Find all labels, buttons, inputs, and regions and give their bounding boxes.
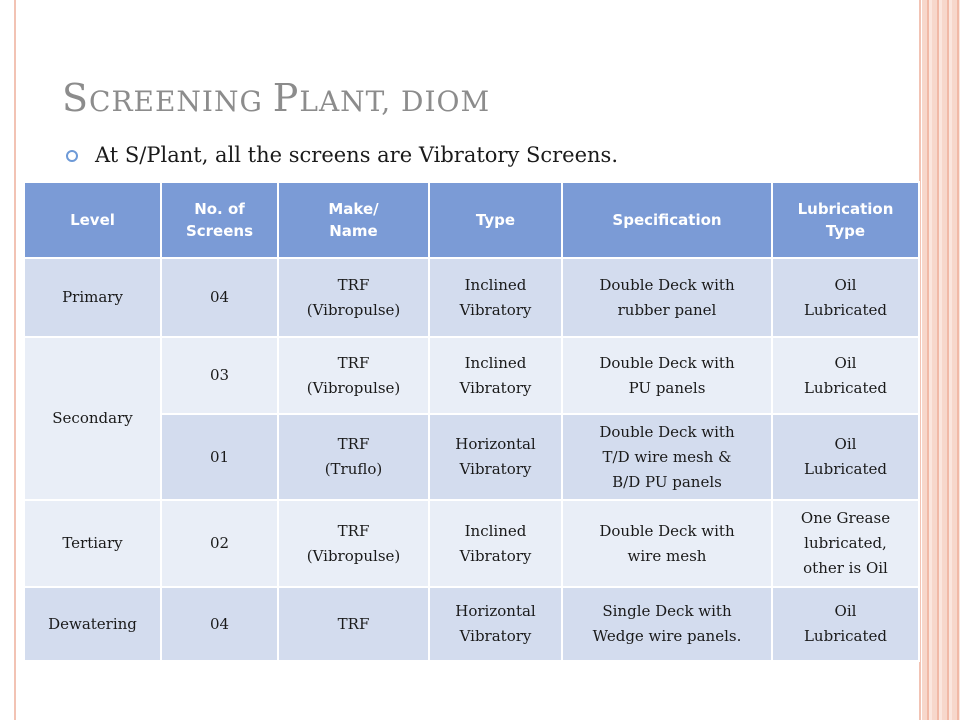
cell-specification: Double Deck with rubber panel bbox=[561, 257, 773, 338]
cell-make: TRF (Vibropulse) bbox=[277, 499, 430, 588]
cell-make: TRF (Vibropulse) bbox=[277, 257, 430, 338]
cell-type: Horizontal Vibratory bbox=[428, 413, 563, 501]
cell-count: 04 bbox=[160, 257, 279, 338]
cell-lubrication: Oil Lubricated bbox=[771, 336, 920, 415]
header-no-of-screens: No. of Screens bbox=[160, 181, 279, 259]
cell-specification: Single Deck with Wedge wire panels. bbox=[561, 586, 773, 662]
cell-count: 04 bbox=[160, 586, 279, 662]
cell-lubrication: Oil Lubricated bbox=[771, 413, 920, 501]
table-row: 01 TRF (Truflo) Horizontal Vibratory Doubl… bbox=[24, 413, 920, 501]
cell-count: 02 bbox=[160, 499, 279, 588]
cell-count: 01 bbox=[160, 413, 279, 501]
cell-make: TRF bbox=[277, 586, 430, 662]
cell-type: Inclined Vibratory bbox=[428, 257, 563, 338]
slide-title: SCREENING PLANT, DIOM bbox=[62, 76, 491, 120]
table-row: Secondary 03 TRF (Vibropulse) Inclined Vib… bbox=[23, 336, 920, 501]
slide-frame bbox=[14, 0, 921, 720]
table-row: Tertiary 02 TRF (Vibropulse) Inclined Vibr… bbox=[23, 499, 920, 588]
cell-specification: Double Deck with wire mesh bbox=[561, 499, 773, 588]
circle-bullet-icon bbox=[66, 150, 78, 162]
cell-level: Dewatering bbox=[23, 586, 162, 662]
cell-make: TRF (Vibropulse) bbox=[277, 336, 430, 415]
table-row: Primary 04 TRF (Vibropulse) Inclined Vibra… bbox=[23, 257, 920, 338]
cell-count: 03 bbox=[160, 336, 279, 415]
bullet-text: At S/Plant, all the screens are Vibrator… bbox=[95, 143, 619, 167]
cell-level: Primary bbox=[23, 257, 162, 338]
cell-type: Horizontal Vibratory bbox=[428, 586, 563, 662]
header-type: Type bbox=[428, 181, 563, 259]
cell-make: TRF (Truflo) bbox=[277, 413, 430, 501]
table-row: Dewatering 04 TRF Horizontal Vibratory Si… bbox=[23, 586, 920, 662]
header-lubrication-type: Lubrication Type bbox=[771, 181, 920, 259]
decorative-edge-stripes bbox=[922, 0, 960, 720]
cell-lubrication: One Grease lubricated, other is Oil bbox=[771, 499, 920, 588]
cell-specification: Double Deck with PU panels bbox=[561, 336, 773, 415]
table-header-row: Level No. of Screens Make/Name Type Speci… bbox=[23, 181, 920, 259]
cell-lubrication: Oil Lubricated bbox=[771, 257, 920, 338]
cell-lubrication: Oil Lubricated bbox=[771, 586, 920, 662]
cell-type: Inclined Vibratory bbox=[428, 499, 563, 588]
cell-specification: Double Deck with T/D wire mesh & B/D PU pa… bbox=[561, 413, 773, 501]
cell-level: Tertiary bbox=[23, 499, 162, 588]
cell-level: Secondary bbox=[23, 336, 162, 501]
header-level: Level bbox=[23, 181, 162, 259]
header-make-name: Make/Name bbox=[277, 181, 430, 259]
cell-type: Inclined Vibratory bbox=[428, 336, 563, 415]
bullet-point: At S/Plant, all the screens are Vibrator… bbox=[66, 143, 618, 167]
header-specification: Specification bbox=[561, 181, 773, 259]
screens-table: Level No. of Screens Make/Name Type Speci… bbox=[23, 181, 920, 662]
